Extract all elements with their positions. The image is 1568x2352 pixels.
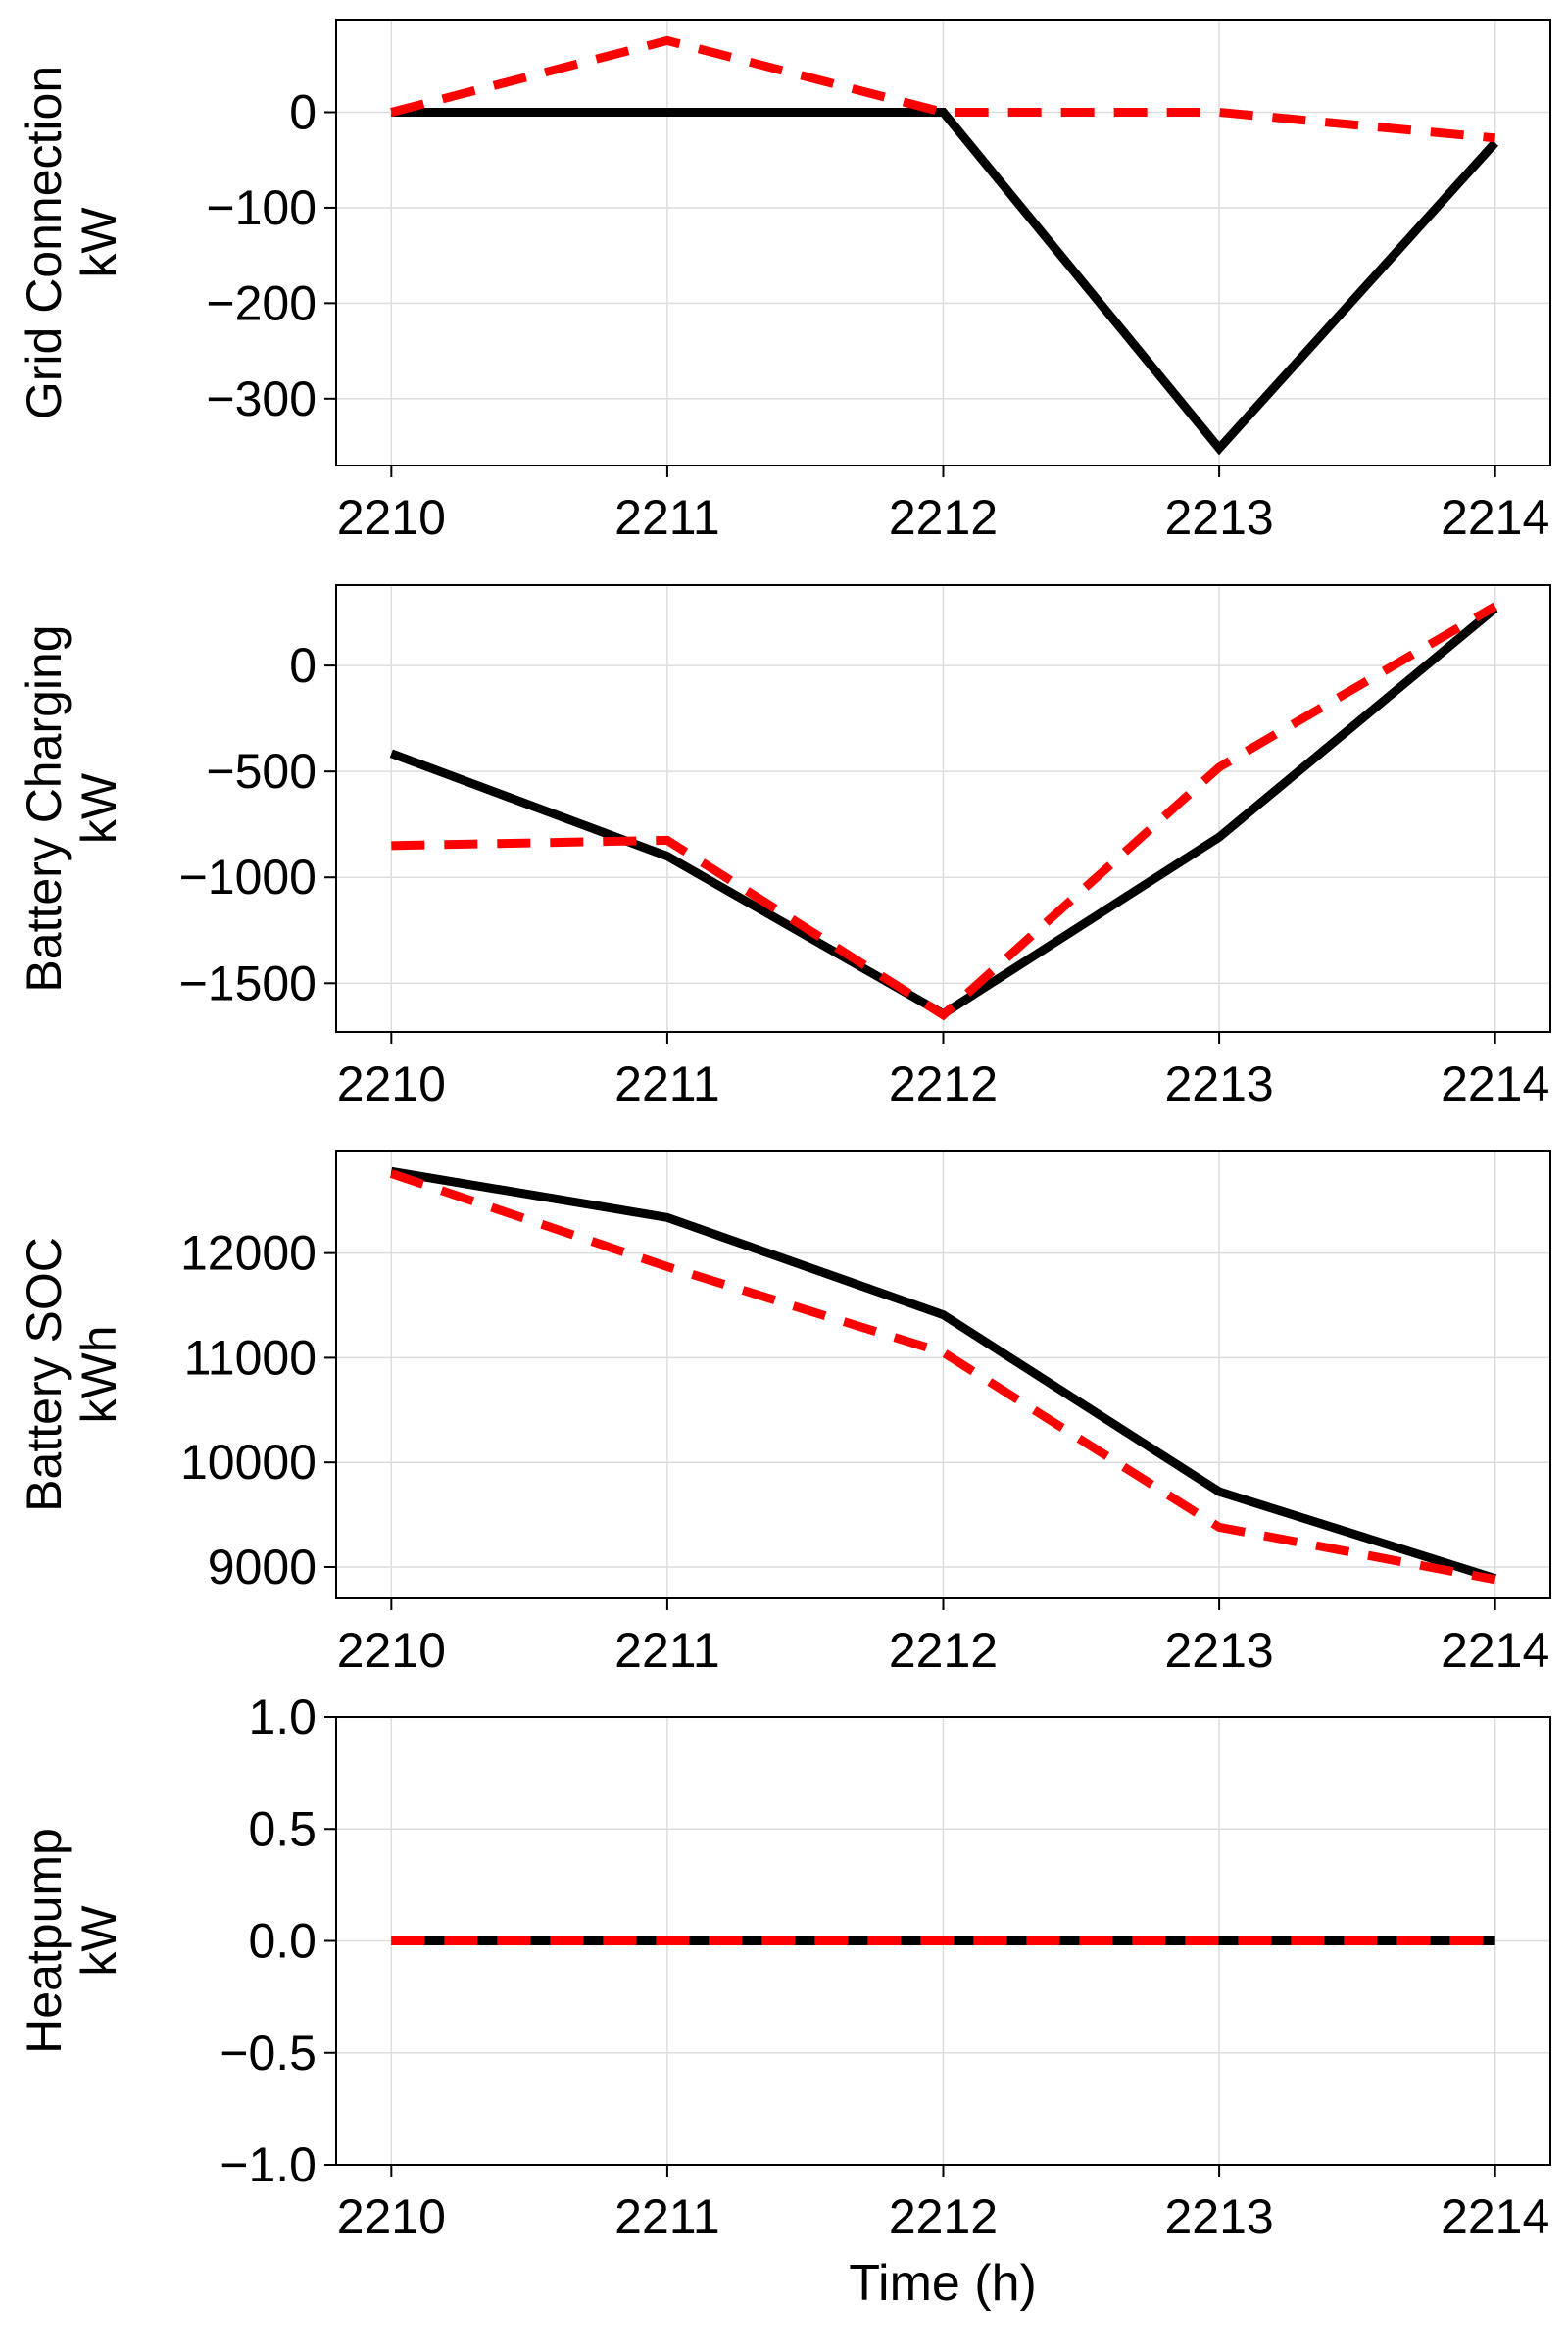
x-tick-label-2211: 2211 — [614, 490, 720, 545]
panel-1: 0 −100 −200 −300 2210 2211 2212 2213 2214 Grid Co… — [17, 19, 1551, 545]
series-line-solid-black — [391, 108, 1499, 456]
y-tick-label: 0 — [289, 85, 317, 140]
series-line-solid-black — [390, 1166, 1497, 1584]
x-tick-label-2213: 2213 — [1164, 1623, 1273, 1678]
y-tick-label: 0.0 — [248, 1914, 317, 1969]
y-tick-label: −1500 — [179, 956, 317, 1010]
y-tick-label: 0.5 — [248, 1801, 317, 1856]
x-tick-label-2212: 2212 — [889, 2189, 998, 2244]
y-tick-label: −0.5 — [220, 2026, 317, 2081]
y-axis-label: Battery SOCkWh — [17, 1237, 126, 1512]
x-tick-label-2213: 2213 — [1164, 1056, 1273, 1111]
x-tick-label-2210: 2210 — [337, 490, 446, 545]
x-tick-label-2211: 2211 — [614, 1056, 720, 1111]
x-tick-label-2213: 2213 — [1164, 2189, 1273, 2244]
x-tick-label-2214: 2214 — [1441, 1623, 1549, 1678]
panel-4: 1.0 0.5 0.0 −0.5 −1.0 2210 2211 2212 2213 2214 Hea… — [17, 1690, 1551, 2244]
x-tick-label-2210: 2210 — [337, 1056, 446, 1111]
series-line-dashed-red — [391, 602, 1497, 1021]
y-tick-label: 1.0 — [248, 1690, 317, 1744]
x-tick-label-2212: 2212 — [889, 1623, 998, 1678]
y-tick-label: 11000 — [184, 1330, 317, 1385]
y-tick-label: −300 — [206, 371, 317, 426]
x-axis-label: Time (h) — [849, 2255, 1037, 2312]
y-axis-label: Grid ConnectionkW — [17, 66, 126, 419]
y-axis-label: Battery ChargingkW — [17, 624, 126, 992]
x-tick-label-2212: 2212 — [889, 490, 998, 545]
x-tick-label-2211: 2211 — [614, 1623, 720, 1678]
x-tick-label-2214: 2214 — [1441, 490, 1549, 545]
panel-2: 0 −500 −1000 −1500 2210 2211 2212 2213 2214 Batte… — [17, 584, 1551, 1111]
panel-3: 9000 10000 11000 12000 2210 2211 2212 2213 2214 B… — [17, 1150, 1551, 1678]
x-tick-label-2211: 2211 — [614, 2189, 720, 2244]
x-tick-label-2213: 2213 — [1164, 490, 1273, 545]
y-tick-label: 9000 — [208, 1540, 317, 1594]
x-tick-label-2214: 2214 — [1441, 1056, 1549, 1111]
x-tick-label-2214: 2214 — [1441, 2189, 1549, 2244]
y-tick-label: −1000 — [179, 850, 317, 905]
y-tick-label: −200 — [206, 275, 317, 330]
y-tick-label: −100 — [206, 180, 317, 235]
series-line-dashed-red — [390, 35, 1496, 143]
y-axis-label: HeatpumpkW — [17, 1828, 126, 2054]
x-tick-label-2210: 2210 — [337, 1623, 446, 1678]
y-tick-label: 10000 — [180, 1435, 317, 1490]
y-tick-label: −500 — [206, 744, 317, 799]
x-tick-label-2212: 2212 — [889, 1056, 998, 1111]
y-tick-label: 0 — [289, 638, 317, 693]
y-tick-label: −1.0 — [220, 2137, 317, 2192]
y-tick-label: 12000 — [180, 1226, 317, 1281]
x-tick-label-2210: 2210 — [337, 2189, 446, 2244]
